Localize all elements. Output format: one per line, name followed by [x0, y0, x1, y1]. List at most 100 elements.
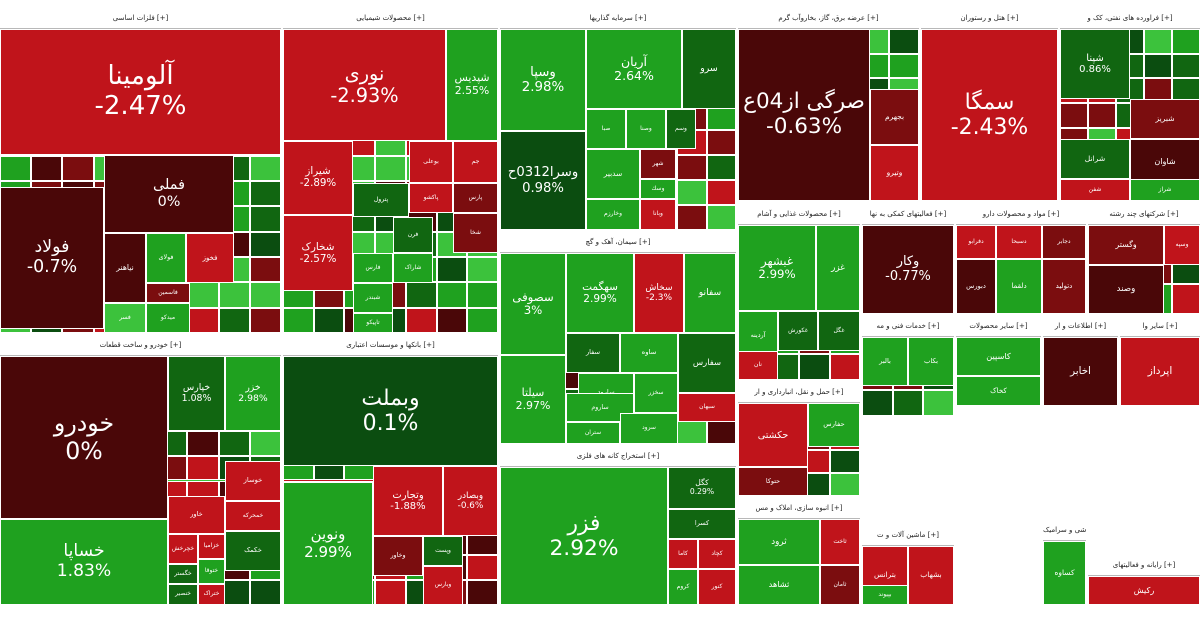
tile-ثامان[interactable]: ثامان	[820, 565, 860, 605]
tile-خمحرکه[interactable]: خمحرکه	[225, 501, 281, 531]
stock-tile[interactable]	[706, 179, 736, 205]
tile-فزر[interactable]: فزر 2.92%	[500, 467, 668, 605]
tile-پاکشو[interactable]: پاکشو	[409, 183, 453, 213]
tile-خساپا[interactable]: خساپا 1.83%	[0, 519, 168, 605]
tile-وخارزم[interactable]: وخارزم	[586, 199, 640, 230]
tile-فسر[interactable]: فسر	[104, 303, 146, 333]
tile-وسپه[interactable]: وسپه	[1164, 225, 1200, 265]
tile-شهر[interactable]: شهر	[640, 149, 676, 179]
tile-حکشتی[interactable]: حکشتی	[738, 403, 808, 467]
tile-دتولید[interactable]: دتولید	[1042, 259, 1086, 314]
stock-tile[interactable]	[829, 354, 860, 380]
tile-ونوین[interactable]: ونوین 2.99%	[283, 482, 373, 605]
tile-وسرا0312ح[interactable]: وسرا0312ح 0.98%	[500, 131, 586, 230]
tile-شخارک[interactable]: شخارک -2.57%	[283, 215, 353, 291]
stock-tile[interactable]	[249, 181, 281, 207]
stock-tile[interactable]	[677, 204, 707, 230]
tile-تاپیکو[interactable]: تاپیکو	[353, 313, 393, 333]
tile-غزر[interactable]: غزر	[816, 225, 860, 311]
tile-نان[interactable]: نان	[738, 351, 778, 380]
stock-tile[interactable]	[249, 155, 281, 181]
sector-title[interactable]: فراورده های نفتی، کک و [+]	[1060, 8, 1200, 29]
stock-tile[interactable]	[467, 282, 498, 308]
stock-tile[interactable]	[706, 154, 736, 180]
tile-خچرخش[interactable]: خچرخش	[168, 534, 198, 564]
tile-فاسمین[interactable]: فاسمین	[146, 283, 190, 303]
tile-آلومینا[interactable]: آلومینا -2.47%	[0, 29, 281, 155]
sector-title[interactable]: انبوه سازی، املاک و مس [+]	[738, 498, 860, 519]
tile-اپرداز[interactable]: اپرداز	[1120, 337, 1200, 406]
stock-tile[interactable]	[187, 430, 219, 456]
stock-tile[interactable]	[706, 204, 736, 230]
stock-tile[interactable]	[187, 282, 219, 308]
stock-tile[interactable]	[436, 307, 468, 333]
stock-tile[interactable]	[923, 389, 954, 416]
stock-tile[interactable]	[31, 155, 63, 181]
tile-سمگا[interactable]: سمگا -2.43%	[921, 29, 1058, 201]
stock-tile[interactable]	[436, 257, 468, 283]
stock-tile[interactable]	[283, 307, 314, 333]
tile-خزامیا[interactable]: خزامیا	[198, 534, 225, 559]
tile-خگستر[interactable]: خگستر	[168, 564, 198, 584]
tile-دفرابو[interactable]: دفرابو	[956, 225, 996, 259]
tile-سبهان[interactable]: سبهان	[678, 393, 736, 422]
tile-سفانو[interactable]: سفانو	[684, 253, 736, 333]
tile-شبندر[interactable]: شبندر	[353, 283, 393, 313]
tile-فولای[interactable]: فولای	[146, 233, 186, 283]
tile-ثرود[interactable]: ثرود	[738, 519, 820, 565]
tile-خاور[interactable]: خاور	[168, 496, 225, 534]
tile-بکاب[interactable]: بکاب	[908, 337, 954, 386]
tile-کاسپین[interactable]: کاسپین	[956, 337, 1041, 376]
tile-وبملت[interactable]: وبملت 0.1%	[283, 356, 498, 466]
sector-title[interactable]: عرضه برق، گاز، بخاروآب گرم [+]	[738, 8, 919, 29]
tile-سخاش[interactable]: سخاش -2.3%	[634, 253, 684, 333]
sector-title[interactable]: اطلاعات و ار [+]	[1043, 316, 1118, 337]
tile-آریان[interactable]: آریان 2.64%	[586, 29, 682, 109]
tile-خزر[interactable]: خزر 2.98%	[225, 356, 281, 431]
tile-سخزر[interactable]: سخزر	[634, 373, 678, 413]
stock-tile[interactable]	[375, 155, 406, 181]
stock-tile[interactable]	[706, 129, 736, 155]
stock-tile[interactable]	[467, 307, 498, 333]
tile-سفار[interactable]: سفار	[566, 333, 620, 373]
stock-tile[interactable]	[187, 307, 219, 333]
tile-خپارس[interactable]: خپارس 1.08%	[168, 356, 225, 431]
stock-tile[interactable]	[1172, 53, 1200, 79]
tile-شپدیس[interactable]: شپدیس 2.55%	[446, 29, 498, 141]
tile-کخاک[interactable]: کخاک	[956, 376, 1041, 406]
sector-title[interactable]: بانکها و موسسات اعتباری [+]	[283, 335, 498, 356]
stock-tile[interactable]	[62, 155, 94, 181]
sector-title[interactable]: مواد و محصولات دارو [+]	[956, 204, 1086, 225]
stock-tile[interactable]	[313, 307, 345, 333]
tile-حفارس[interactable]: حفارس	[808, 403, 860, 447]
tile-وخاور[interactable]: وخاور	[373, 536, 423, 576]
sector-title[interactable]: فلزات اساسی [+]	[0, 8, 281, 29]
tile-خودرو[interactable]: خودرو 0%	[0, 356, 168, 519]
tile-وپست[interactable]: وپست	[423, 536, 463, 566]
sector-title[interactable]: فعالیتهای کمکی به نها [+]	[862, 204, 954, 225]
tile-کچاد[interactable]: کچاد	[698, 539, 736, 569]
stock-tile[interactable]	[249, 231, 281, 257]
tile-صبا[interactable]: صبا	[586, 109, 626, 149]
tile-سرو[interactable]: سرو	[682, 29, 736, 109]
stock-tile[interactable]	[829, 472, 860, 496]
stock-tile[interactable]	[1172, 284, 1200, 314]
tile-فولاد[interactable]: فولاد -0.7%	[0, 187, 104, 329]
tile-ثاخت[interactable]: ثاخت	[820, 519, 860, 565]
tile-شفن[interactable]: شفن	[1060, 179, 1130, 201]
stock-tile[interactable]	[677, 179, 707, 205]
tile-غگل[interactable]: غگل	[818, 311, 860, 351]
stock-tile[interactable]	[436, 282, 468, 308]
tile-وتجارت[interactable]: وتجارت -1.88%	[373, 466, 443, 536]
stock-tile[interactable]	[218, 430, 250, 456]
tile-وبارس[interactable]: وبارس	[423, 566, 463, 605]
stock-tile[interactable]	[892, 389, 924, 416]
tile-نیاهنر[interactable]: نیاهنر	[104, 233, 146, 303]
sector-title[interactable]: کاشی و سرامیک [+]	[1043, 520, 1086, 541]
tile-فرن[interactable]: فرن	[393, 217, 433, 253]
tile-بجهرم[interactable]: بجهرم	[870, 89, 919, 145]
stock-tile[interactable]	[249, 430, 281, 456]
tile-وصنا[interactable]: وصنا	[626, 109, 666, 149]
tile-ثشاهد[interactable]: ثشاهد	[738, 565, 820, 605]
tile-سهگمت[interactable]: سهگمت 2.99%	[566, 253, 634, 333]
